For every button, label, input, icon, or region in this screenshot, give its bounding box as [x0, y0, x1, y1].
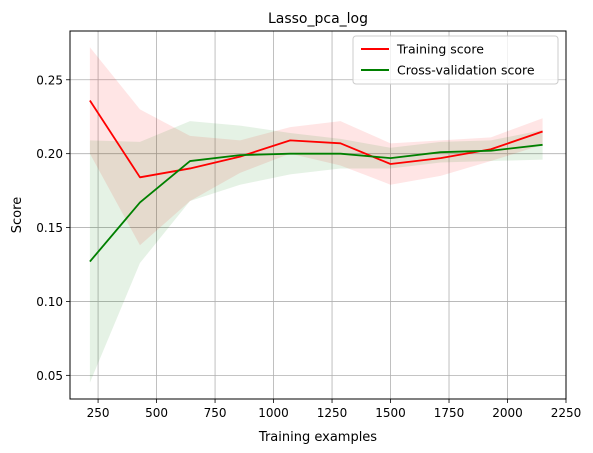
x-tick-label: 750 [204, 406, 227, 420]
y-tick-label: 0.25 [36, 73, 63, 87]
line-series-0 [89, 99, 543, 179]
x-axis-label: Training examples [258, 430, 377, 445]
x-tick-label: 500 [145, 406, 168, 420]
legend-label-cv: Cross-validation score [397, 63, 535, 78]
legend-label-training: Training score [396, 42, 484, 57]
band-series-0 [89, 47, 543, 246]
y-tick-label: 0.05 [36, 369, 63, 383]
x-axis-ticks: 250 500 750 1000 1250 1500 1750 2000 2250 [87, 399, 582, 420]
legend-box [352, 35, 559, 85]
x-tick-label: 2000 [492, 406, 523, 420]
x-tick-label: 1000 [258, 406, 289, 420]
confidence-bands [89, 47, 543, 383]
band-series-1 [89, 121, 543, 383]
plot-frame [69, 30, 567, 400]
y-tick-label: 0.20 [36, 147, 63, 161]
line-series-1 [89, 143, 543, 263]
x-tick-label: 1500 [375, 406, 406, 420]
x-tick-label: 250 [87, 406, 110, 420]
x-tick-label: 2250 [551, 406, 582, 420]
y-tick-label: 0.15 [36, 221, 63, 235]
x-tick-label: 1750 [434, 406, 465, 420]
y-axis-ticks: 0.05 0.10 0.15 0.20 0.25 [36, 73, 70, 383]
y-axis-label: Score [10, 197, 25, 233]
x-tick-label: 1250 [317, 406, 348, 420]
legend: Training score Cross-validation score [352, 35, 559, 85]
series-lines [89, 99, 543, 263]
y-tick-label: 0.10 [36, 295, 63, 309]
chart-title: Lasso_pca_log [268, 11, 368, 27]
